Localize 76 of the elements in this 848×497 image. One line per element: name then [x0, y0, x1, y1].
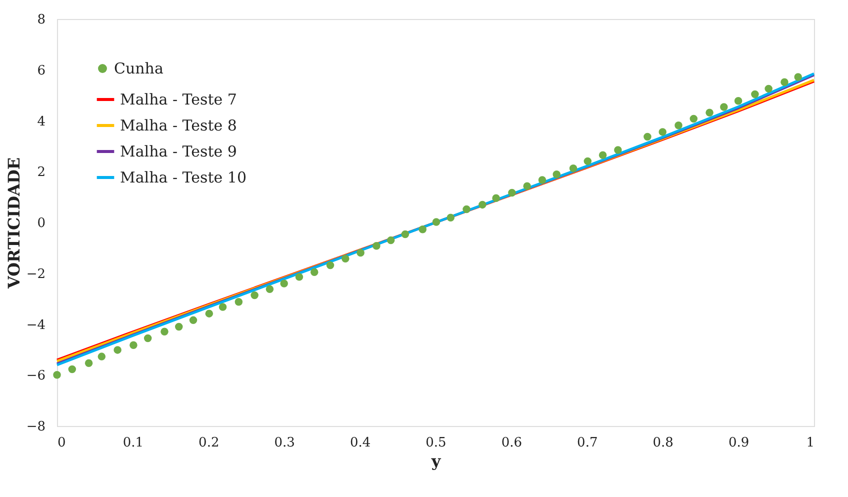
y-tick-label: 0 [37, 216, 46, 231]
point [446, 214, 455, 222]
point [492, 194, 500, 202]
y-tick-label: −6 [26, 368, 46, 384]
point [780, 78, 788, 86]
point [218, 303, 227, 311]
legend-label: Malha - Teste 9 [120, 142, 237, 160]
point [205, 310, 214, 318]
point [508, 188, 516, 197]
point [674, 121, 682, 130]
point [266, 285, 274, 294]
point [734, 97, 742, 105]
legend-label: Malha - Teste 10 [120, 168, 246, 186]
point [250, 291, 258, 300]
point [478, 200, 486, 209]
point [68, 365, 76, 374]
point [160, 328, 168, 336]
point [764, 84, 772, 93]
point [720, 103, 728, 111]
point [144, 334, 152, 342]
legend-label: Malha - Teste 7 [120, 90, 237, 108]
point [418, 226, 427, 234]
x-tick-label: 0.4 [350, 436, 371, 450]
point [552, 170, 560, 178]
x-tick-label: 0 [58, 436, 66, 450]
y-tick-label: 6 [37, 63, 46, 78]
x-tick-label: 0.8 [652, 436, 674, 450]
point [401, 230, 410, 238]
legend-label: Malha - Teste 8 [120, 116, 237, 134]
x-axis-title: y [430, 452, 442, 470]
y-tick-label: −8 [26, 420, 46, 434]
point [98, 352, 106, 360]
point [234, 298, 243, 306]
point [342, 254, 350, 262]
x-tick-label: 0.3 [274, 436, 295, 450]
point [372, 242, 380, 250]
y-tick-label: −2 [26, 266, 46, 282]
point [538, 176, 546, 184]
point [386, 236, 395, 244]
point [614, 146, 622, 154]
x-tick-label: 0.6 [501, 436, 522, 450]
point [706, 108, 714, 116]
point [114, 346, 122, 354]
point [569, 164, 578, 172]
y-tick-label: 4 [37, 114, 46, 130]
point [356, 248, 364, 257]
point [310, 268, 318, 276]
point [175, 322, 183, 331]
x-tick-label: 0.5 [426, 436, 446, 450]
x-tick-label: 0.2 [198, 436, 220, 450]
x-tick-label: 0.7 [577, 436, 598, 450]
x-tick-label: 1 [806, 436, 814, 450]
y-tick-label: 8 [37, 12, 46, 28]
point [326, 261, 334, 270]
point [280, 280, 288, 288]
point [130, 341, 138, 349]
point [598, 151, 607, 159]
point [84, 359, 93, 368]
point [523, 182, 531, 190]
point [295, 273, 304, 281]
point [690, 114, 698, 123]
x-tick-label: 0.1 [122, 436, 144, 450]
point [658, 128, 666, 136]
point [644, 132, 652, 141]
point [432, 218, 440, 226]
point [751, 90, 759, 98]
point [584, 157, 592, 166]
point [189, 316, 198, 324]
point [462, 205, 470, 214]
y-axis-title: VORTICIDADE [4, 157, 24, 290]
x-tick-label: 0.9 [728, 436, 750, 450]
y-tick-label: 2 [37, 165, 46, 180]
point [53, 371, 61, 379]
legend-label: Cunha [114, 60, 164, 78]
y-tick-label: −4 [26, 318, 46, 333]
point [794, 73, 802, 81]
